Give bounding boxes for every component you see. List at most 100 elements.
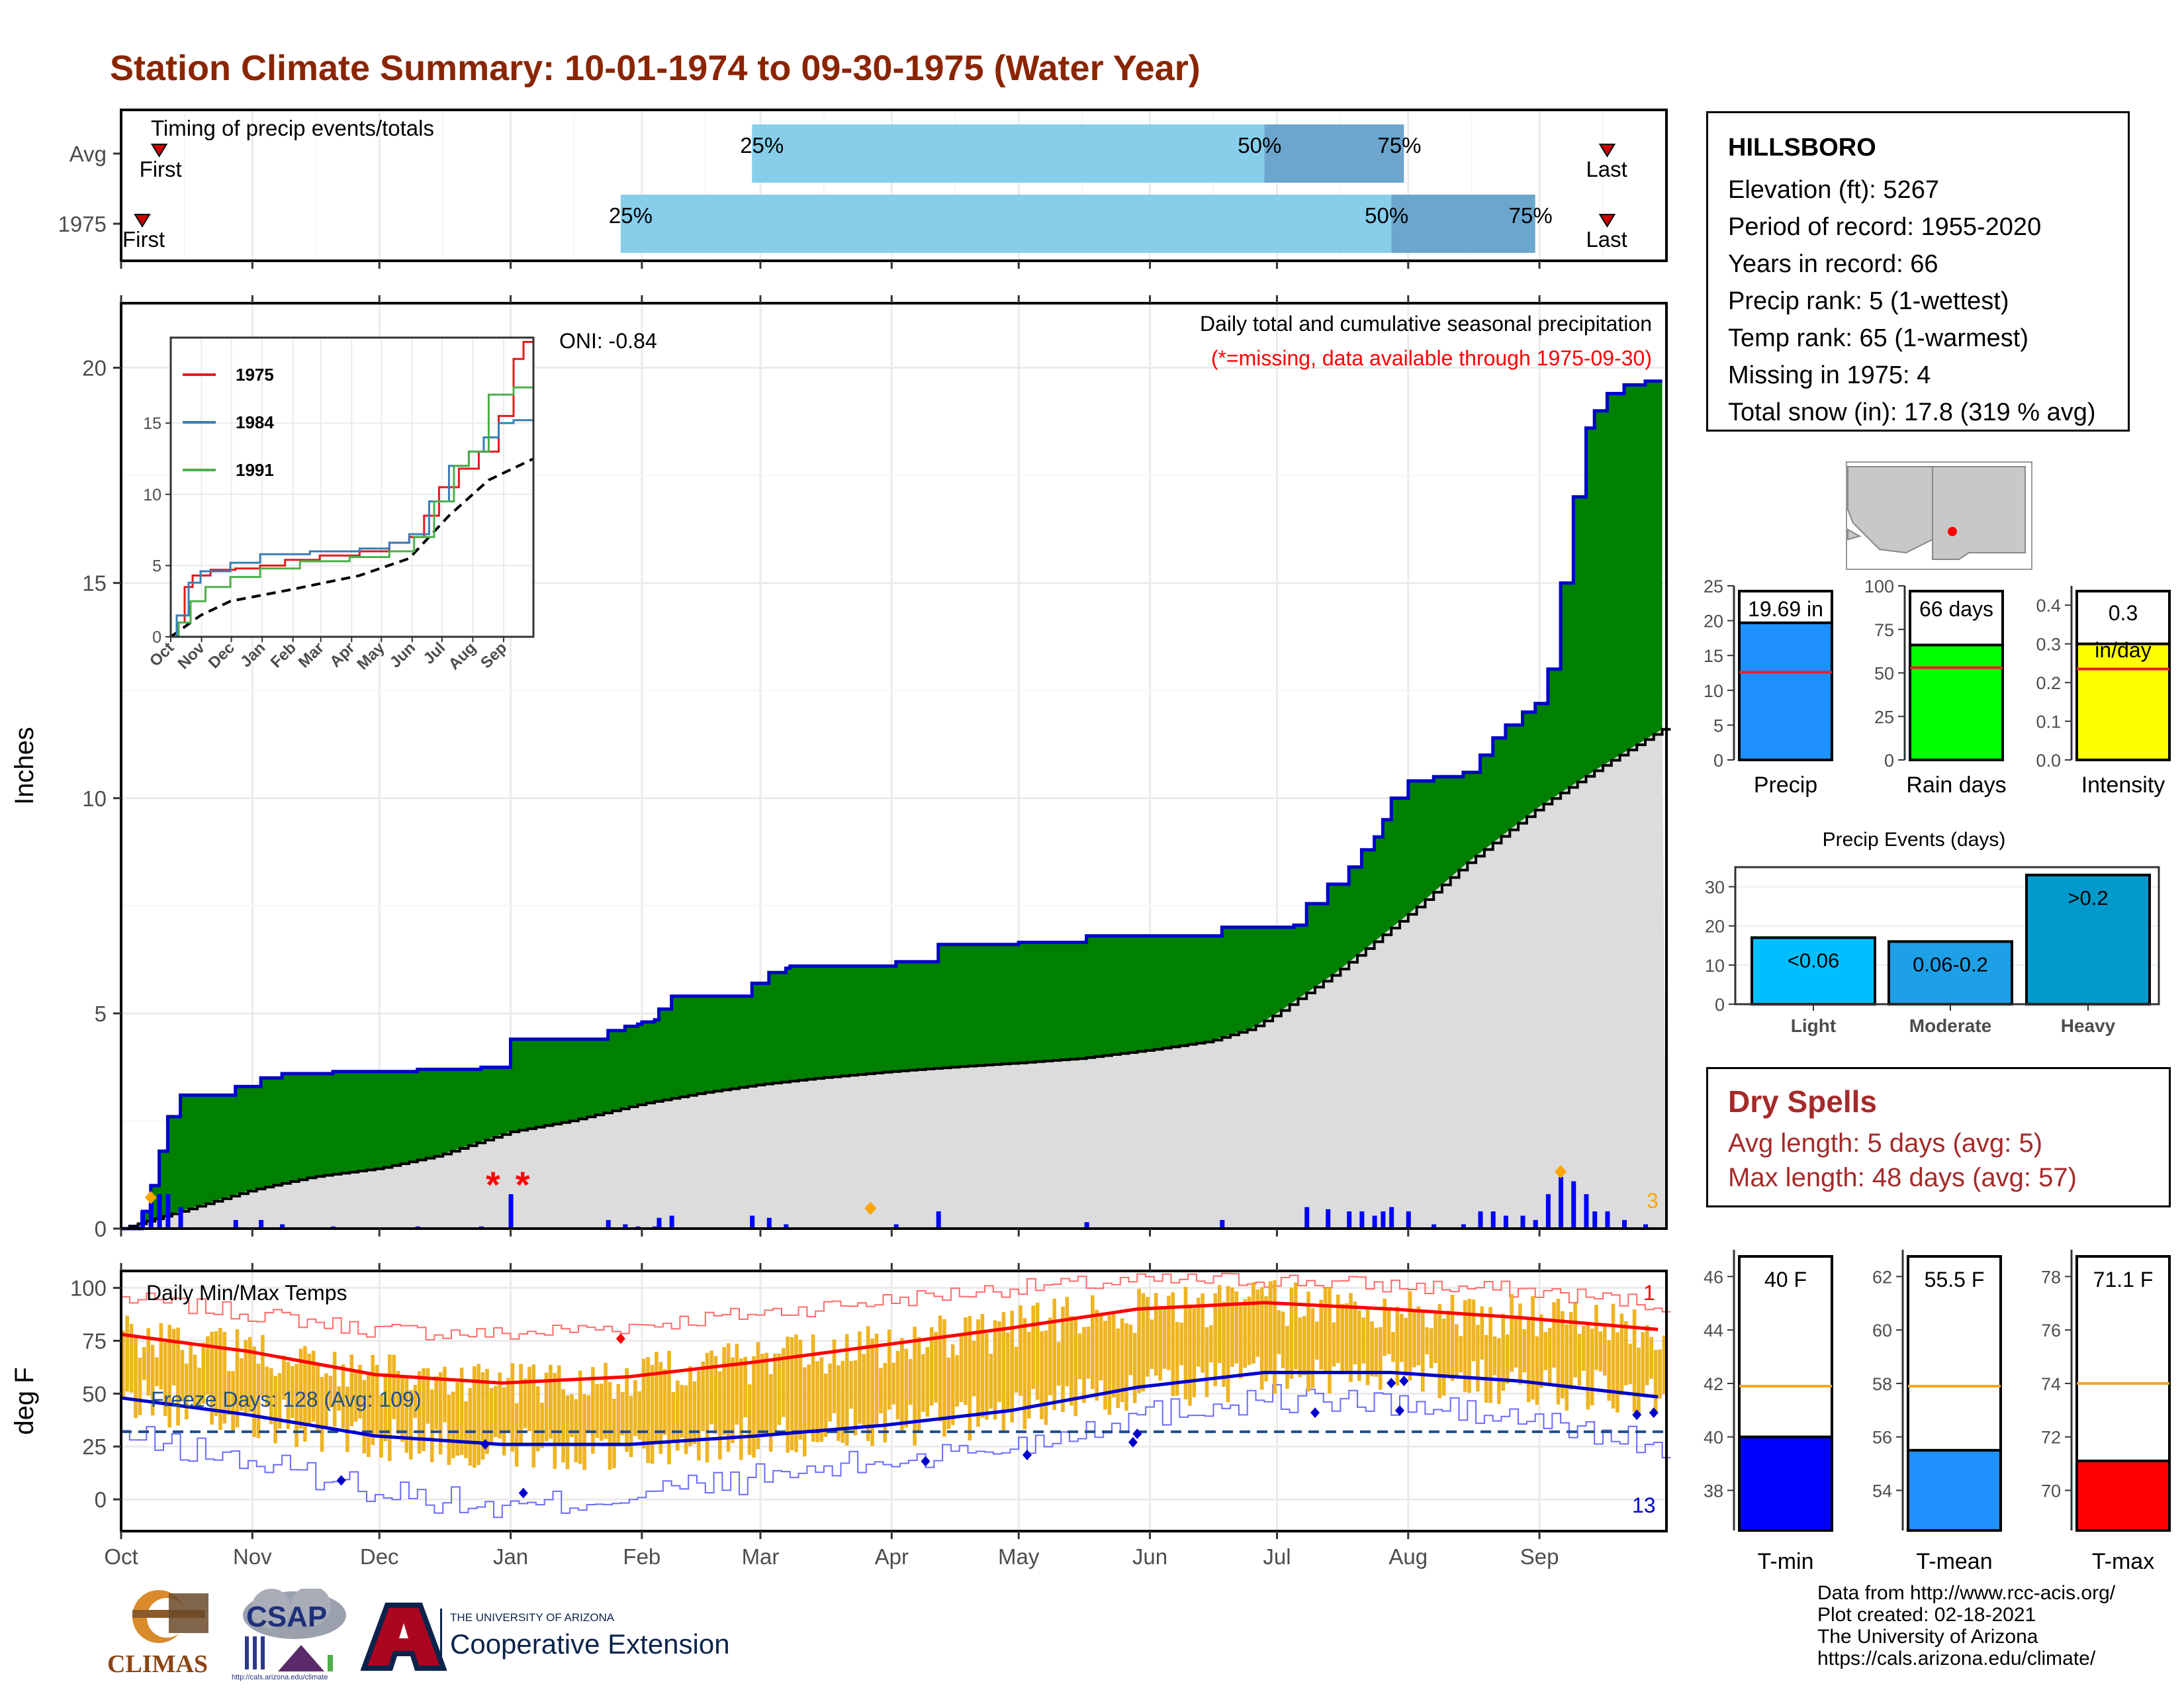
daily-temp-bar: [837, 1365, 841, 1441]
daily-temp-bar: [968, 1316, 972, 1440]
station-elevation: Elevation (ft): 5267: [1728, 176, 1939, 204]
climas-logo: CLIMAS: [106, 1583, 218, 1683]
daily-temp-bar: [226, 1371, 231, 1415]
daily-temp-bar: [1167, 1295, 1171, 1370]
daily-temp-bar: [1298, 1317, 1302, 1378]
daily-temp-bar: [1547, 1327, 1552, 1385]
daily-precip-bar: [1406, 1211, 1411, 1229]
daily-temp-bar: [1137, 1289, 1141, 1393]
daily-temp-bar: [404, 1376, 409, 1453]
daily-temp-bar: [1505, 1334, 1510, 1384]
daily-temp-bar: [549, 1364, 553, 1439]
precip-y-tick-label: 10: [82, 786, 107, 811]
daily-precip-bar: [669, 1215, 674, 1229]
daily-temp-bar: [1099, 1313, 1103, 1381]
stat-y-tick-label: 50: [1874, 664, 1894, 684]
daily-temp-bar: [193, 1354, 197, 1409]
daily-temp-bar: [159, 1323, 163, 1389]
daily-temp-bar: [455, 1382, 459, 1456]
stat-y-tick-label: 0.0: [2036, 751, 2061, 771]
temp-summary-y-tick-label: 78: [2041, 1267, 2061, 1287]
daily-temp-bar: [248, 1336, 252, 1413]
locator-map: [1846, 461, 2032, 570]
daily-temp-bar: [261, 1335, 265, 1397]
daily-temp-bar: [235, 1329, 240, 1428]
daily-temp-bar: [1361, 1317, 1365, 1364]
daily-precip-bar: [750, 1215, 755, 1229]
daily-temp-bar: [417, 1371, 422, 1454]
daily-temp-bar: [1404, 1317, 1408, 1376]
daily-temp-bar: [273, 1376, 277, 1444]
temp-summary-y-tick-label: 40: [1704, 1428, 1723, 1448]
temp-tmin-value-label: 40 F: [1764, 1268, 1807, 1291]
daily-temp-bar: [1497, 1338, 1501, 1404]
daily-precip-bar: [259, 1219, 264, 1229]
daily-temp-bar: [570, 1394, 574, 1437]
temp-x-tick-label: Jun: [1132, 1544, 1167, 1569]
precip-y-tick-label: 15: [82, 571, 107, 596]
dry-spells-box: Dry Spells Avg length: 5 days (avg: 5) M…: [1706, 1067, 2171, 1207]
precip-title: Daily total and cumulative seasonal prec…: [1200, 312, 1652, 336]
stat-y-tick-label: 10: [1704, 681, 1723, 701]
temp-x-tick-label: Apr: [875, 1544, 909, 1569]
daily-temp-bar: [510, 1363, 515, 1452]
daily-precip-bar: [178, 1207, 183, 1229]
daily-temp-bar: [477, 1364, 480, 1466]
daily-temp-bar: [1048, 1317, 1052, 1395]
record-min-line: [121, 1384, 1671, 1519]
daily-temp-bar: [269, 1368, 273, 1425]
daily-temp-bar: [1103, 1321, 1107, 1410]
record-low-marker: [1399, 1376, 1409, 1387]
daily-temp-bar: [976, 1319, 980, 1427]
temp-y-tick-label: 0: [95, 1487, 107, 1512]
daily-temp-bar: [1607, 1340, 1611, 1401]
stat-y-tick-label: 25: [1874, 707, 1894, 727]
events-category-label: Light: [1791, 1015, 1836, 1036]
daily-temp-bar: [138, 1358, 142, 1415]
events-panel-frame: [1734, 866, 2160, 1006]
daily-temp-bar: [807, 1364, 811, 1432]
record-count-label: 3: [1647, 1189, 1659, 1213]
daily-temp-bar: [443, 1366, 447, 1423]
daily-temp-bar: [929, 1327, 934, 1406]
daily-temp-bar: [760, 1354, 764, 1436]
ua-big-text: Cooperative Extension: [450, 1628, 730, 1660]
daily-temp-bar: [887, 1329, 891, 1410]
daily-temp-bar: [1328, 1287, 1332, 1393]
daily-temp-bar: [1010, 1311, 1014, 1423]
daily-temp-bar: [1387, 1310, 1391, 1354]
daily-temp-bar: [1158, 1305, 1162, 1381]
station-temp-rank: Temp rank: 65 (1-warmest): [1728, 324, 2029, 352]
daily-temp-bar: [1141, 1293, 1146, 1392]
daily-temp-bar: [189, 1343, 193, 1397]
station-info-box: HILLSBORO Elevation (ft): 5267 Period of…: [1706, 111, 2130, 432]
daily-temp-bar: [1344, 1303, 1349, 1371]
daily-precip-bar: [657, 1217, 662, 1229]
daily-temp-bar: [535, 1386, 540, 1452]
daily-temp-bar: [494, 1385, 498, 1438]
daily-temp-bar: [659, 1362, 663, 1454]
timing-first-label: First: [140, 157, 182, 181]
temp-summary-y-tick-label: 72: [2041, 1428, 2061, 1448]
daily-temp-bar: [1132, 1333, 1137, 1403]
daily-temp-bar: [1539, 1314, 1543, 1388]
daily-temp-bar: [862, 1354, 866, 1425]
daily-temp-bar: [637, 1391, 642, 1440]
precip-y-axis-title: Inches: [10, 727, 39, 805]
daily-temp-bar: [612, 1399, 616, 1469]
daily-temp-bar: [794, 1334, 798, 1452]
daily-temp-bar: [980, 1314, 985, 1418]
timing-p50-label: 50%: [1238, 133, 1281, 158]
daily-temp-bar: [701, 1361, 705, 1431]
daily-temp-bar: [1086, 1327, 1091, 1379]
daily-temp-bar: [684, 1385, 688, 1454]
daily-temp-bar: [1001, 1312, 1006, 1432]
daily-temp-bar: [171, 1329, 176, 1385]
daily-temp-bar: [790, 1337, 794, 1450]
daily-temp-bar: [1603, 1325, 1607, 1376]
station-precip-rank: Precip rank: 5 (1-wettest): [1728, 287, 2009, 315]
stat-y-tick-label: 20: [1704, 612, 1723, 632]
daily-temp-bar: [1590, 1329, 1594, 1406]
daily-temp-bar: [586, 1395, 591, 1431]
daily-temp-bar: [1183, 1287, 1188, 1399]
